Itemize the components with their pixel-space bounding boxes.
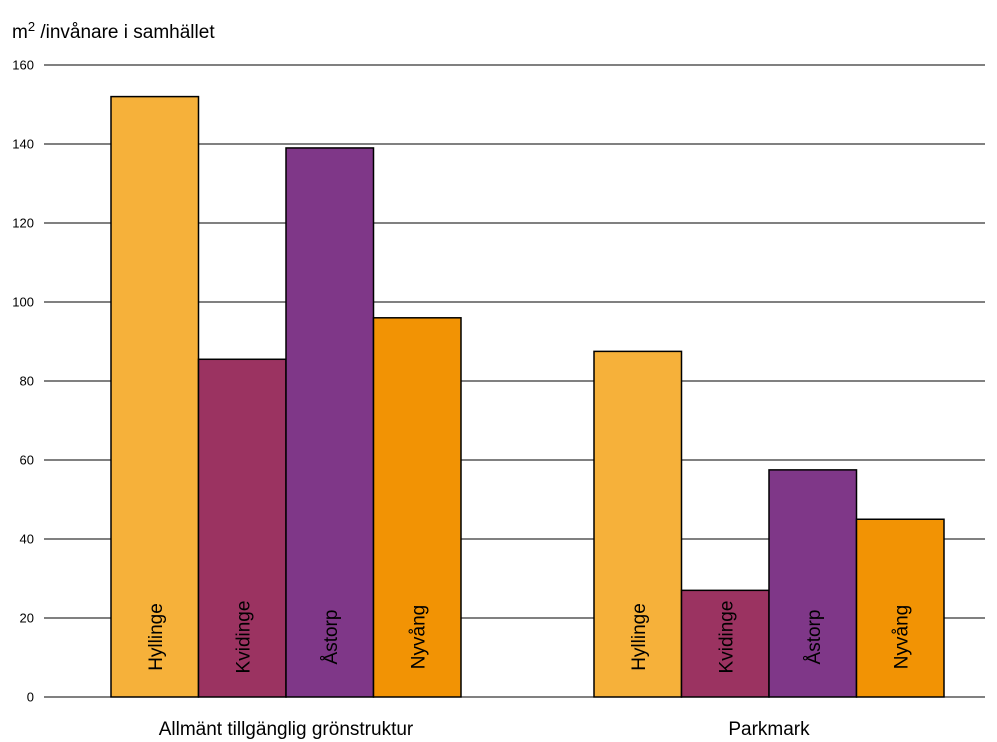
y-tick-label: 160	[12, 58, 34, 73]
y-tick-label: 0	[27, 690, 34, 705]
bar-series-label: Hyllinge	[629, 603, 650, 671]
bar-series-label: Åstorp	[321, 610, 342, 665]
y-tick-label: 120	[12, 216, 34, 231]
y-tick-label: 40	[20, 532, 34, 547]
bar	[768, 469, 858, 698]
y-axis-ticks: 0 20 40 60 80 100 120 140 160	[12, 58, 34, 705]
y-tick-label: 80	[20, 374, 34, 389]
category-label: Allmänt tillgänglig grönstruktur	[159, 719, 414, 740]
y-tick-label: 140	[12, 137, 34, 152]
bar-series-label: Hyllinge	[146, 603, 167, 671]
bar-series-label: Nyvång	[408, 605, 429, 669]
y-tick-label: 100	[12, 295, 34, 310]
bar-series-label: Kvidinge	[233, 601, 254, 674]
bar-labels: Hyllinge Kvidinge Åstorp Nyvång Hyllinge Kvid…	[146, 601, 913, 674]
y-axis-title: m2 /invånare i samhället	[12, 19, 215, 43]
bar-series-label: Kvidinge	[716, 601, 737, 674]
bar-series-label: Åstorp	[804, 610, 825, 665]
bar	[855, 518, 945, 698]
bar	[680, 589, 770, 698]
bars	[44, 95, 985, 698]
y-tick-label: 20	[20, 611, 34, 626]
bar-series-label: Nyvång	[891, 605, 912, 669]
category-label: Parkmark	[728, 719, 810, 740]
y-tick-label: 60	[20, 453, 34, 468]
category-labels: Allmänt tillgänglig grönstruktur Parkmark	[159, 719, 810, 740]
